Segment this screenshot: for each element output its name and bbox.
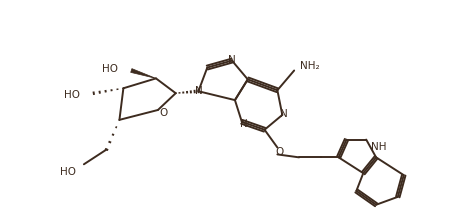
Text: HO: HO bbox=[64, 90, 80, 100]
Text: N: N bbox=[194, 86, 202, 96]
Text: N: N bbox=[228, 55, 235, 65]
Text: NH: NH bbox=[370, 143, 386, 153]
Text: O: O bbox=[274, 147, 283, 157]
Text: N: N bbox=[240, 119, 247, 129]
Text: HO: HO bbox=[60, 167, 76, 177]
Text: N: N bbox=[280, 109, 287, 119]
Polygon shape bbox=[130, 69, 156, 78]
Text: O: O bbox=[159, 108, 168, 118]
Text: HO: HO bbox=[102, 64, 118, 74]
Text: NH₂: NH₂ bbox=[299, 61, 319, 71]
